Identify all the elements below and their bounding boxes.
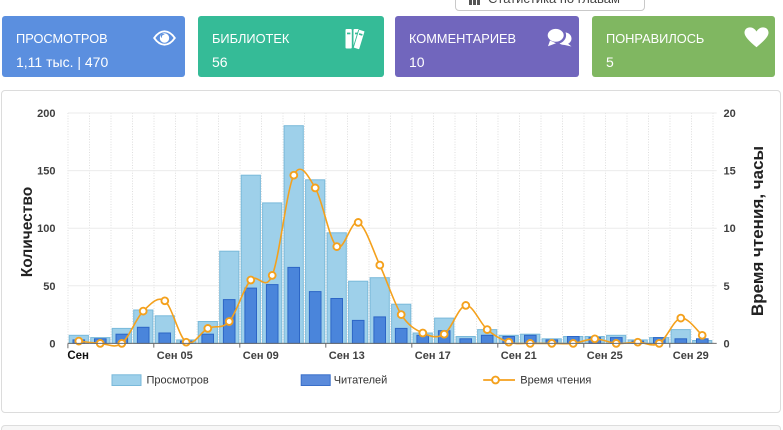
svg-text:Сен 17: Сен 17 [415,350,451,362]
svg-text:Сен 25: Сен 25 [587,350,623,362]
svg-text:200: 200 [37,108,55,120]
svg-text:150: 150 [37,166,55,178]
svg-text:Сен 13: Сен 13 [329,350,365,362]
svg-text:10: 10 [724,223,736,235]
svg-text:Сен 09: Сен 09 [243,350,279,362]
svg-text:0: 0 [724,338,730,350]
svg-text:0: 0 [49,338,55,350]
svg-text:Просмотров: Просмотров [147,375,209,387]
svg-text:50: 50 [43,281,55,293]
svg-text:20: 20 [724,108,736,120]
svg-text:Сен 05: Сен 05 [157,350,193,362]
svg-text:Количество: Количество [19,187,36,277]
svg-text:5: 5 [724,281,730,293]
svg-text:Читателей: Читателей [334,375,388,387]
svg-text:100: 100 [37,223,55,235]
svg-text:Сен 21: Сен 21 [501,350,537,362]
svg-text:Время чтения: Время чтения [520,375,591,387]
svg-text:Время чтения, часы: Время чтения, часы [748,146,767,316]
svg-text:Сен: Сен [67,350,89,362]
svg-text:Сен 29: Сен 29 [673,350,709,362]
svg-text:15: 15 [724,166,736,178]
